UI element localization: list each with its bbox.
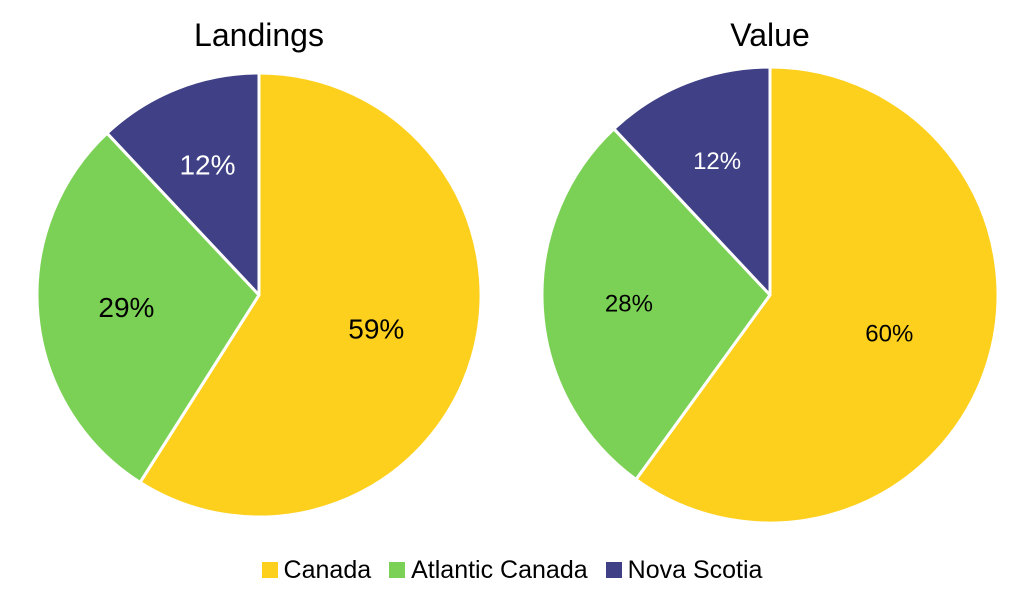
value-slice-nova-scotia (612, 65, 772, 297)
value-label-nova-scotia: 12% (693, 148, 741, 175)
value-label-canada: 60% (865, 320, 913, 347)
landings-chart-title: Landings (194, 17, 324, 53)
value-slice-atlantic-canada (540, 127, 772, 481)
value-label-atlantic-canada: 28% (605, 290, 653, 317)
landings-slice-nova-scotia (105, 71, 261, 297)
legend-swatch-canada (261, 562, 278, 578)
legend-item-atlantic-canada: Atlantic Canada (389, 556, 588, 585)
legend-label-canada: Canada (283, 555, 372, 584)
chart-legend: Canada Atlantic Canada Nova Scotia (0, 550, 1024, 590)
landings-slice-canada (138, 71, 483, 519)
legend-label-atlantic-canada: Atlantic Canada (411, 555, 588, 584)
legend-item-canada: Canada (261, 555, 372, 585)
landings-slice-atlantic-canada (35, 131, 261, 484)
legend-swatch-atlantic-canada (389, 562, 406, 578)
legend-label-nova-scotia: Nova Scotia (627, 555, 763, 584)
pie-charts: Landings 59% 29% 12% Value 60% 28% 12% (35, 17, 1000, 525)
value-chart-title: Value (730, 17, 809, 53)
landings-label-atlantic-canada: 29% (98, 292, 154, 323)
value-slice-canada (634, 65, 1000, 525)
landings-pie-chart: Landings 59% 29% 12% (35, 17, 483, 519)
legend-item-nova-scotia: Nova Scotia (605, 555, 763, 585)
landings-label-nova-scotia: 12% (179, 150, 235, 181)
legend-swatch-nova-scotia (605, 562, 622, 578)
value-pie-chart: Value 60% 28% 12% (540, 17, 1000, 525)
landings-label-canada: 59% (348, 314, 404, 345)
